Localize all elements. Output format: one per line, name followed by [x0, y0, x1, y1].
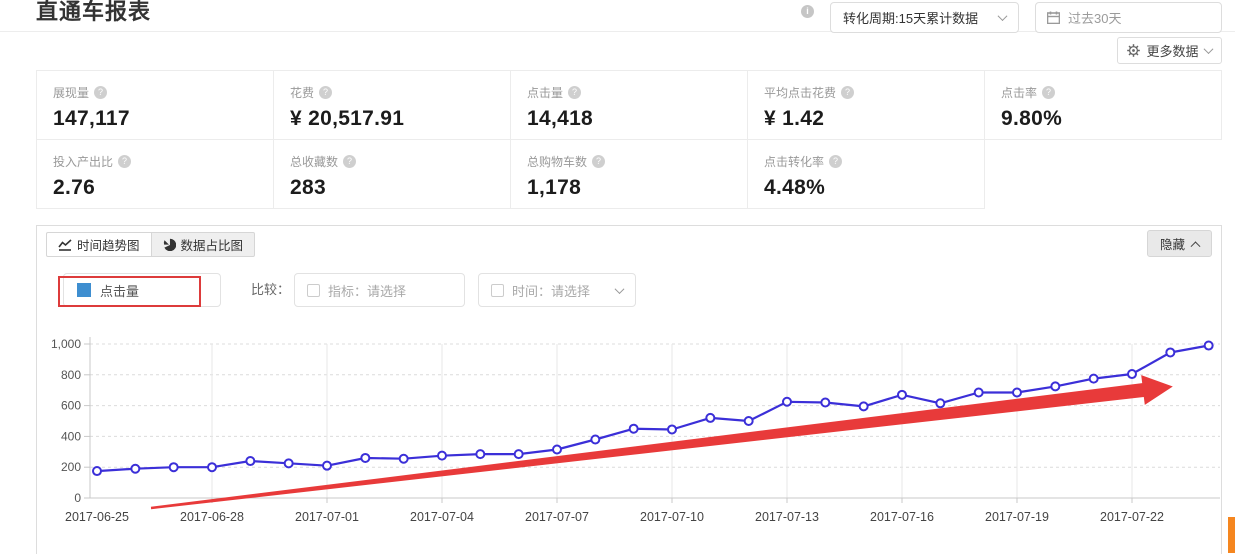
legend-metric-select[interactable]: 点击量 [63, 273, 221, 307]
compare-label: 比较： [251, 282, 291, 297]
chevron-down-icon [614, 283, 625, 294]
compare-metric-select[interactable]: 指标：请选择 [294, 273, 465, 307]
svg-text:2017-07-16: 2017-07-16 [870, 510, 934, 524]
metric-label: 平均点击花费 [764, 86, 837, 100]
svg-text:2017-07-13: 2017-07-13 [755, 510, 819, 524]
header-divider [0, 31, 1235, 32]
tab-label: 数据占比图 [180, 239, 244, 253]
calendar-icon [1047, 11, 1060, 24]
metric-card-impressions: 展现量? 147,117 [37, 71, 274, 140]
metric-label: 总购物车数 [527, 155, 588, 169]
hide-label: 隐藏 [1159, 238, 1185, 252]
metric-value: ¥ 20,517.91 [290, 107, 405, 130]
help-icon[interactable]: ? [841, 86, 855, 99]
page-title: 直通车报表 [36, 0, 152, 24]
date-range-value: 过去30天 [1068, 11, 1122, 26]
tab-data-proportion[interactable]: 数据占比图 [151, 232, 256, 257]
trend-panel: 时间趋势图 数据占比图 隐藏 点击量 比较： 指标：请选择 时间：请选择 0 20… [36, 225, 1222, 554]
metric-label: 总收藏数 [290, 155, 339, 169]
chevron-down-icon [997, 11, 1008, 22]
svg-text:400: 400 [61, 429, 81, 443]
metric-card-clicks: 点击量? 14,418 [511, 71, 748, 140]
metric-label: 点击转化率 [764, 155, 825, 169]
metric-label: 投入产出比 [53, 155, 114, 169]
help-icon[interactable]: ? [592, 155, 606, 168]
metric-label: 花费 [290, 86, 315, 100]
help-icon[interactable]: ? [94, 86, 108, 99]
metric-card-avg-cpc: 平均点击花费? ¥ 1.42 [748, 71, 985, 140]
metric-value: 4.48% [764, 176, 826, 199]
help-icon[interactable]: ? [319, 86, 333, 99]
metric-value: 1,178 [527, 176, 582, 199]
svg-text:2017-06-28: 2017-06-28 [180, 510, 244, 524]
metric-card-roi: 投入产出比? 2.76 [37, 140, 274, 209]
metric-card-spend: 花费? ¥ 20,517.91 [274, 71, 511, 140]
more-data-label: 更多数据 [1146, 44, 1199, 59]
floating-widget-strip[interactable] [1228, 517, 1235, 553]
line-chart-icon [58, 238, 72, 251]
legend-label: 点击量 [100, 283, 140, 299]
svg-text:2017-07-10: 2017-07-10 [640, 510, 704, 524]
svg-text:800: 800 [61, 368, 81, 382]
compare-metric-placeholder: 指标：请选择 [328, 283, 407, 299]
metrics-grid: 展现量? 147,117 花费? ¥ 20,517.91 点击量? 14,418… [36, 70, 1222, 209]
metric-value: ¥ 1.42 [764, 107, 825, 130]
checkbox-icon[interactable] [307, 283, 320, 297]
metric-card-empty [985, 140, 1222, 209]
svg-text:0: 0 [74, 491, 81, 505]
help-icon[interactable]: ? [118, 155, 132, 168]
date-range-input[interactable]: 过去30天 [1035, 2, 1222, 33]
metric-card-ctr: 点击率? 9.80% [985, 71, 1222, 140]
metric-card-cvr: 点击转化率? 4.48% [748, 140, 985, 209]
svg-text:1,000: 1,000 [51, 337, 81, 351]
metric-label: 点击率 [1001, 86, 1038, 100]
svg-text:2017-07-19: 2017-07-19 [985, 510, 1049, 524]
metric-value: 14,418 [527, 107, 594, 130]
metric-value: 283 [290, 176, 326, 199]
metric-value: 9.80% [1001, 107, 1063, 130]
tab-time-trend[interactable]: 时间趋势图 [46, 232, 152, 257]
metric-value: 147,117 [53, 107, 130, 130]
metric-card-favorites: 总收藏数? 283 [274, 140, 511, 209]
svg-text:2017-06-25: 2017-06-25 [65, 510, 129, 524]
trend-line-chart[interactable]: 0 200 400 600 800 1,000 2017-06-25 2017-06-28 20… [37, 329, 1222, 555]
svg-text:600: 600 [61, 399, 81, 413]
help-icon[interactable]: ? [1042, 86, 1056, 99]
svg-text:2017-07-01: 2017-07-01 [295, 510, 359, 524]
svg-text:200: 200 [61, 460, 81, 474]
conversion-period-select[interactable]: 转化周期:15天累计数据 [830, 2, 1019, 33]
chevron-down-icon [1203, 44, 1213, 55]
svg-text:2017-07-04: 2017-07-04 [410, 510, 474, 524]
help-icon[interactable]: ? [343, 155, 357, 168]
metric-label: 展现量 [53, 86, 90, 100]
tab-label: 时间趋势图 [77, 239, 140, 253]
help-icon[interactable]: ? [829, 155, 843, 168]
hide-button[interactable]: 隐藏 [1146, 230, 1212, 257]
conversion-period-value: 转化周期:15天累计数据 [843, 11, 979, 26]
metric-value: 2.76 [53, 176, 96, 199]
compare-time-placeholder: 时间：请选择 [512, 283, 591, 299]
legend-color-swatch [77, 283, 91, 297]
svg-text:2017-07-22: 2017-07-22 [1100, 510, 1164, 524]
help-icon[interactable]: ? [568, 86, 582, 99]
compare-time-select[interactable]: 时间：请选择 [478, 273, 636, 307]
metric-label: 点击量 [527, 86, 564, 100]
chart-tabs: 时间趋势图 数据占比图 [46, 232, 256, 257]
checkbox-icon[interactable] [491, 283, 504, 297]
more-data-button[interactable]: 更多数据 [1117, 37, 1222, 64]
metric-card-carts: 总购物车数? 1,178 [511, 140, 748, 209]
chevron-up-icon [1190, 241, 1201, 252]
pie-chart-icon [163, 238, 176, 251]
info-icon[interactable]: i [801, 5, 814, 18]
svg-text:2017-07-07: 2017-07-07 [525, 510, 589, 524]
gear-icon [1127, 44, 1141, 57]
